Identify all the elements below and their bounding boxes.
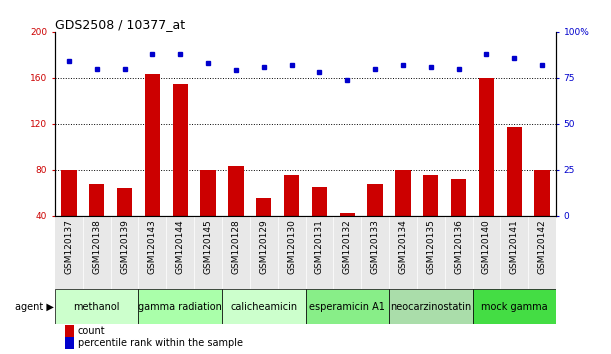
Text: methanol: methanol — [73, 302, 120, 312]
Bar — [395, 170, 411, 262]
Bar — [423, 176, 439, 262]
Text: GSM120142: GSM120142 — [538, 219, 547, 274]
Text: GSM120131: GSM120131 — [315, 219, 324, 274]
Text: GDS2508 / 10377_at: GDS2508 / 10377_at — [55, 18, 185, 31]
Bar — [117, 188, 132, 262]
Bar — [89, 183, 104, 262]
Text: GSM120143: GSM120143 — [148, 219, 157, 274]
Bar — [367, 183, 382, 262]
Text: gamma radiation: gamma radiation — [138, 302, 222, 312]
Bar — [256, 199, 271, 262]
Text: GSM120140: GSM120140 — [482, 219, 491, 274]
Bar — [200, 170, 216, 262]
Text: GSM120130: GSM120130 — [287, 219, 296, 274]
Bar — [222, 289, 306, 324]
Text: neocarzinostatin: neocarzinostatin — [390, 302, 471, 312]
Text: GSM120139: GSM120139 — [120, 219, 129, 274]
Text: GSM120136: GSM120136 — [454, 219, 463, 274]
Bar — [340, 213, 355, 262]
Text: GSM120129: GSM120129 — [259, 219, 268, 274]
Text: agent ▶: agent ▶ — [15, 302, 54, 312]
Text: mock gamma: mock gamma — [481, 302, 547, 312]
Text: esperamicin A1: esperamicin A1 — [309, 302, 385, 312]
Bar — [479, 78, 494, 262]
Text: GSM120137: GSM120137 — [64, 219, 73, 274]
Bar — [472, 289, 556, 324]
Text: calicheamicin: calicheamicin — [230, 302, 298, 312]
Bar — [535, 170, 550, 262]
Text: GSM120134: GSM120134 — [398, 219, 408, 274]
Bar — [312, 187, 327, 262]
Bar — [229, 166, 244, 262]
Bar — [65, 337, 74, 349]
Bar — [145, 74, 160, 262]
Text: GSM120128: GSM120128 — [232, 219, 240, 274]
Text: GSM120133: GSM120133 — [371, 219, 379, 274]
Bar — [139, 289, 222, 324]
Text: GSM120141: GSM120141 — [510, 219, 519, 274]
Bar — [306, 289, 389, 324]
Bar — [284, 176, 299, 262]
Bar — [61, 170, 76, 262]
Text: GSM120145: GSM120145 — [203, 219, 213, 274]
Bar — [65, 325, 74, 337]
Bar — [55, 289, 139, 324]
Text: GSM120144: GSM120144 — [176, 219, 185, 274]
Bar — [389, 289, 472, 324]
Text: count: count — [78, 326, 105, 336]
Bar — [172, 84, 188, 262]
Bar — [507, 127, 522, 262]
Bar — [451, 179, 466, 262]
Text: GSM120132: GSM120132 — [343, 219, 352, 274]
Text: GSM120138: GSM120138 — [92, 219, 101, 274]
Text: GSM120135: GSM120135 — [426, 219, 435, 274]
Text: percentile rank within the sample: percentile rank within the sample — [78, 338, 243, 348]
